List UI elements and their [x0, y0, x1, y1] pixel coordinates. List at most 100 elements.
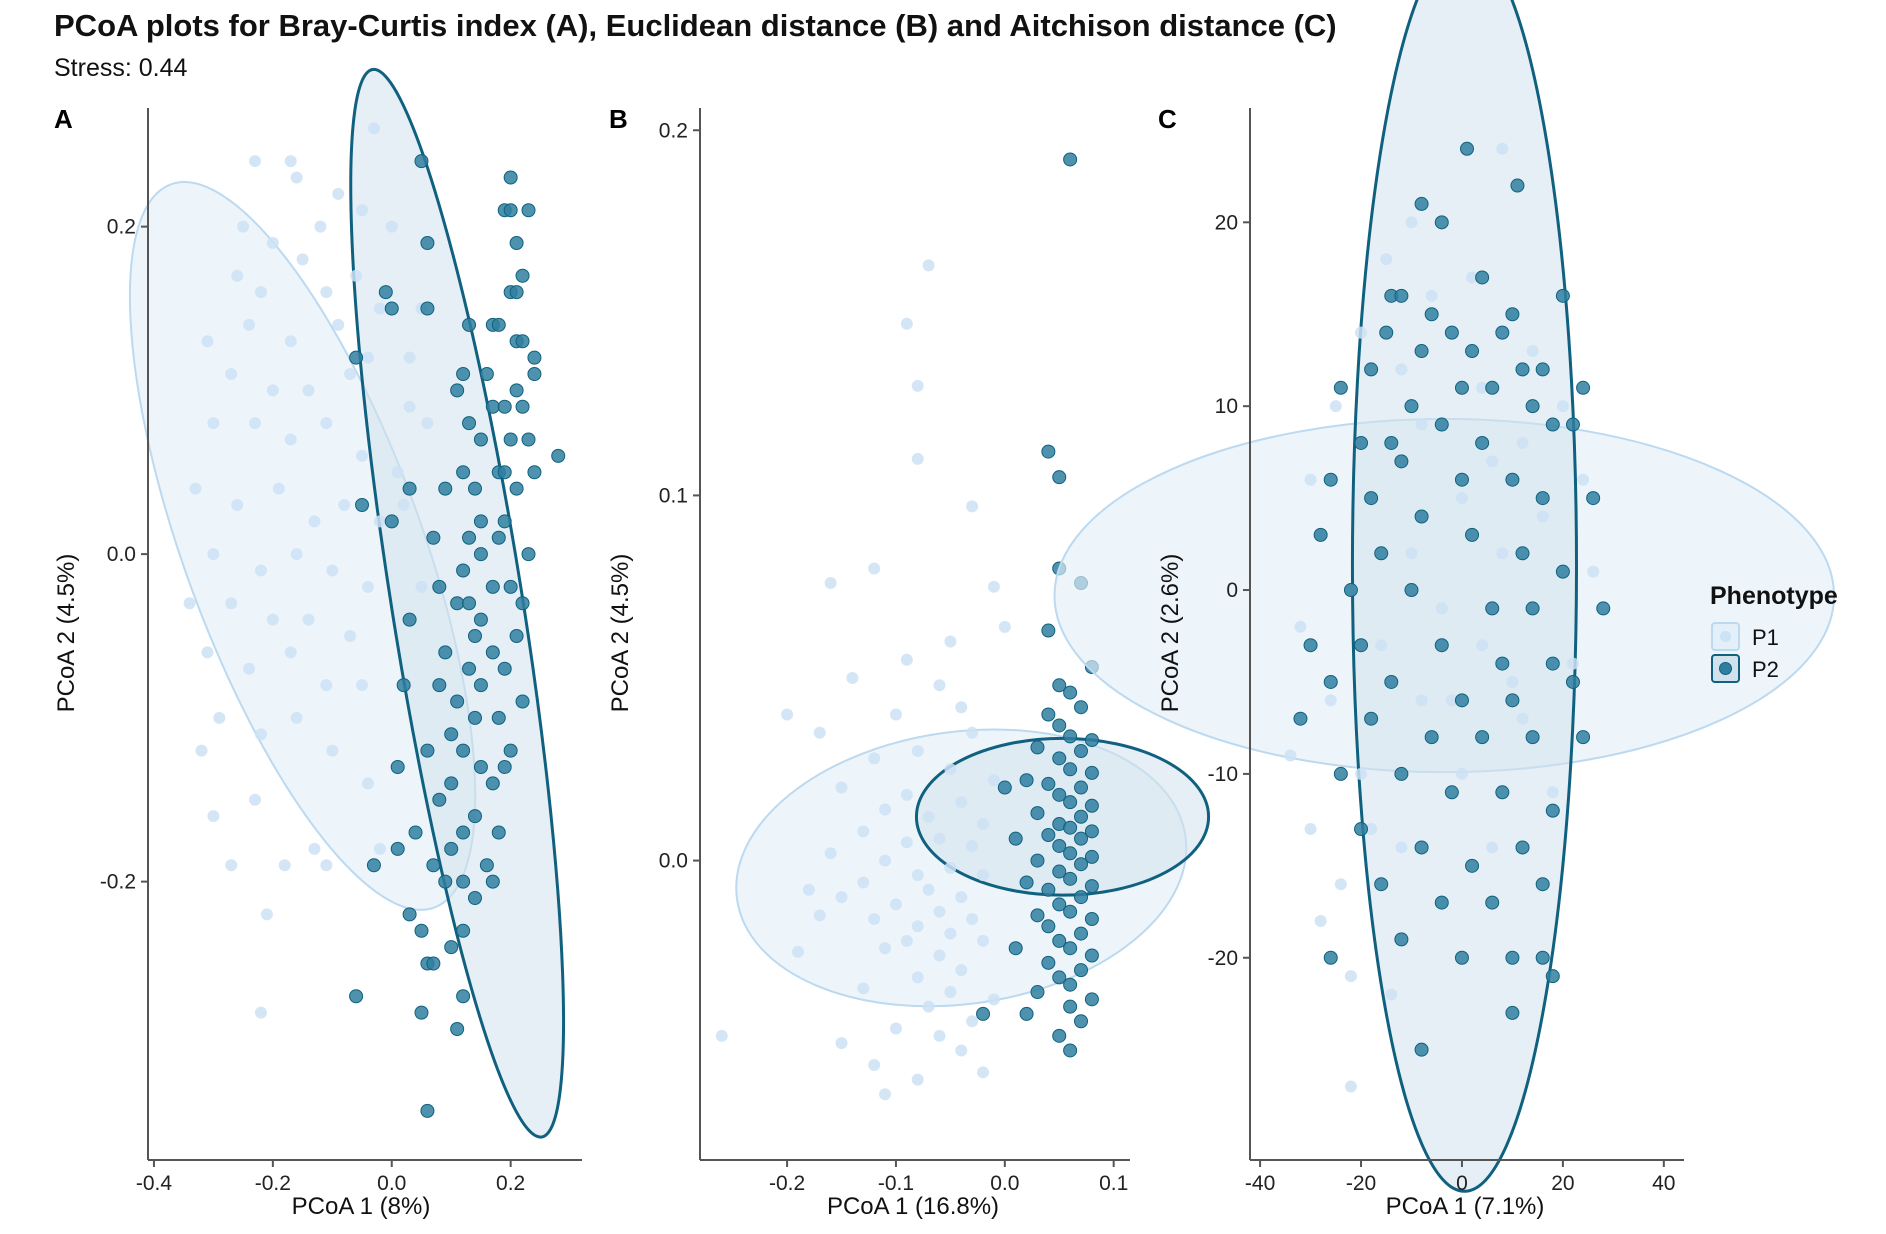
panel-b-point-p2	[1052, 838, 1067, 853]
legend-label-p2: P2	[1752, 657, 1779, 682]
panel-a-x-tick-label: 0.0	[377, 1172, 406, 1195]
panel-b-x-tick-label: -0.1	[878, 1172, 914, 1195]
panel-b-point-p1	[966, 726, 979, 739]
panel-c-point-p2	[1535, 950, 1550, 965]
panel-a-point-p2	[485, 399, 500, 414]
panel-c-point-p1	[1526, 345, 1539, 358]
panel-a-x-tick-label: -0.4	[136, 1172, 173, 1195]
panel-c-point-p2	[1586, 491, 1601, 506]
panel-c-point-p2	[1505, 472, 1520, 487]
panel-b-ylabel: PCoA 2 (4.5%)	[607, 554, 634, 713]
panel-a-point-p1	[225, 859, 238, 872]
legend-item-p1: P1	[1711, 622, 1779, 651]
panel-c-point-p1	[1324, 694, 1337, 707]
panel-a-point-p1	[254, 564, 267, 577]
panel-b-point-p2	[1019, 773, 1034, 788]
panel-c-point-p1	[1476, 381, 1489, 394]
panel-a-point-p1	[326, 744, 339, 757]
panel-a-point-p1	[361, 777, 374, 790]
panel-a-y-tick-label: -0.2	[100, 871, 136, 894]
panel-b-point-p1	[987, 993, 1000, 1006]
panel-a-point-p1	[350, 269, 363, 282]
panel-b-point-p2	[1063, 762, 1078, 777]
panel-c-point-p2	[1414, 509, 1429, 524]
panel-c-point-p2	[1525, 601, 1540, 616]
panel-a-point-p1	[332, 187, 345, 200]
panel-b-point-p1	[911, 869, 924, 882]
panel-a-point-p1	[225, 368, 238, 380]
panel-c-point-p1	[1344, 970, 1357, 983]
panel-c-y-tick-label: -10	[1208, 763, 1238, 786]
panel-a-point-p1	[332, 318, 345, 331]
panel-c-point-p2	[1495, 785, 1510, 800]
panel-a-point-p2	[378, 285, 393, 300]
panel-a-point-p1	[344, 368, 357, 380]
panel-c-plot: -40 -20 0 20 40 -20 -10 0 10 20	[1053, 0, 1836, 1195]
panel-a-point-p2	[402, 612, 417, 627]
panel-a-point-p2	[420, 743, 435, 758]
panel-c-x-tick-label: 20	[1551, 1172, 1574, 1195]
panel-c-point-p1	[1415, 694, 1428, 707]
panel-c-point-p2	[1576, 730, 1591, 745]
panel-a-point-p1	[213, 711, 226, 724]
panel-b-point-p2	[1084, 849, 1099, 864]
panel-a-point-p1	[421, 417, 434, 430]
legend-item-p2: P2	[1711, 654, 1779, 683]
panel-c-tag: C	[1158, 104, 1177, 134]
panel-b-point-p2	[1030, 908, 1045, 923]
panel-a-point-p2	[473, 432, 488, 447]
panel-b-point-p1	[879, 803, 892, 816]
panel-c-point-p2	[1515, 840, 1530, 855]
panel-a-point-p2	[450, 596, 465, 611]
panel-c-point-p2	[1454, 950, 1469, 965]
chart-title: PCoA plots for Bray-Curtis index (A), Eu…	[54, 8, 1337, 43]
panel-b-point-p1	[879, 1088, 892, 1101]
panel-a-point-p2	[509, 629, 524, 643]
panel-a-point-p2	[467, 891, 482, 905]
panel-c-point-p1	[1355, 767, 1368, 780]
panel-c-point-p1	[1516, 436, 1529, 449]
panel-c-point-p2	[1475, 730, 1490, 745]
panel-b-point-p2	[1074, 780, 1089, 795]
panel-b-point-p1	[933, 679, 946, 692]
panel-a-point-p2	[521, 547, 536, 562]
panel-c-point-p2	[1454, 380, 1469, 395]
panel-a-point-p1	[320, 679, 333, 692]
legend-title: Phenotype	[1710, 582, 1838, 610]
panel-a-point-p2	[384, 301, 399, 316]
panel-c-point-p1	[1486, 455, 1499, 468]
panel-b-point-p2	[1084, 879, 1099, 894]
panel-b-point-p2	[1030, 985, 1045, 1000]
panel-a-point-p2	[509, 285, 524, 300]
panel-a-point-p1	[338, 499, 351, 511]
panel-b-point-p2	[1052, 897, 1067, 912]
panel-a-point-p2	[503, 170, 518, 185]
panel-c-point-p2	[1434, 417, 1449, 432]
panel-c-point-p2	[1434, 215, 1449, 230]
panel-b-point-p2	[1084, 824, 1099, 839]
panel-b-tag: B	[609, 104, 628, 134]
panel-b-point-p1	[933, 949, 946, 962]
panel-c-point-p1	[1284, 749, 1297, 762]
panel-a-point-p1	[266, 237, 279, 249]
panel-b-point-p1	[879, 854, 892, 867]
panel-a-point-p2	[515, 596, 530, 611]
panel-b-point-p1	[813, 909, 826, 922]
panel-b-point-p1	[846, 671, 859, 684]
panel-a-point-p1	[302, 384, 315, 397]
panel-a-point-p1	[266, 384, 279, 397]
panel-a-point-p2	[355, 498, 370, 512]
panel-a-point-p2	[456, 874, 471, 889]
panel-a-point-p2	[515, 399, 530, 414]
panel-a-point-p2	[396, 678, 411, 693]
panel-c-point-p1	[1445, 694, 1458, 707]
panel-a-point-p1	[356, 679, 369, 692]
panel-a-point-p2	[479, 367, 494, 381]
panel-c-point-p2	[1404, 399, 1419, 414]
panel-c-point-p1	[1546, 786, 1559, 799]
panel-a-point-p1	[373, 515, 386, 528]
panel-c-point-p2	[1374, 546, 1389, 561]
panel-b-point-p1	[889, 898, 902, 911]
panel-a-x-tick-label: -0.2	[255, 1172, 291, 1195]
